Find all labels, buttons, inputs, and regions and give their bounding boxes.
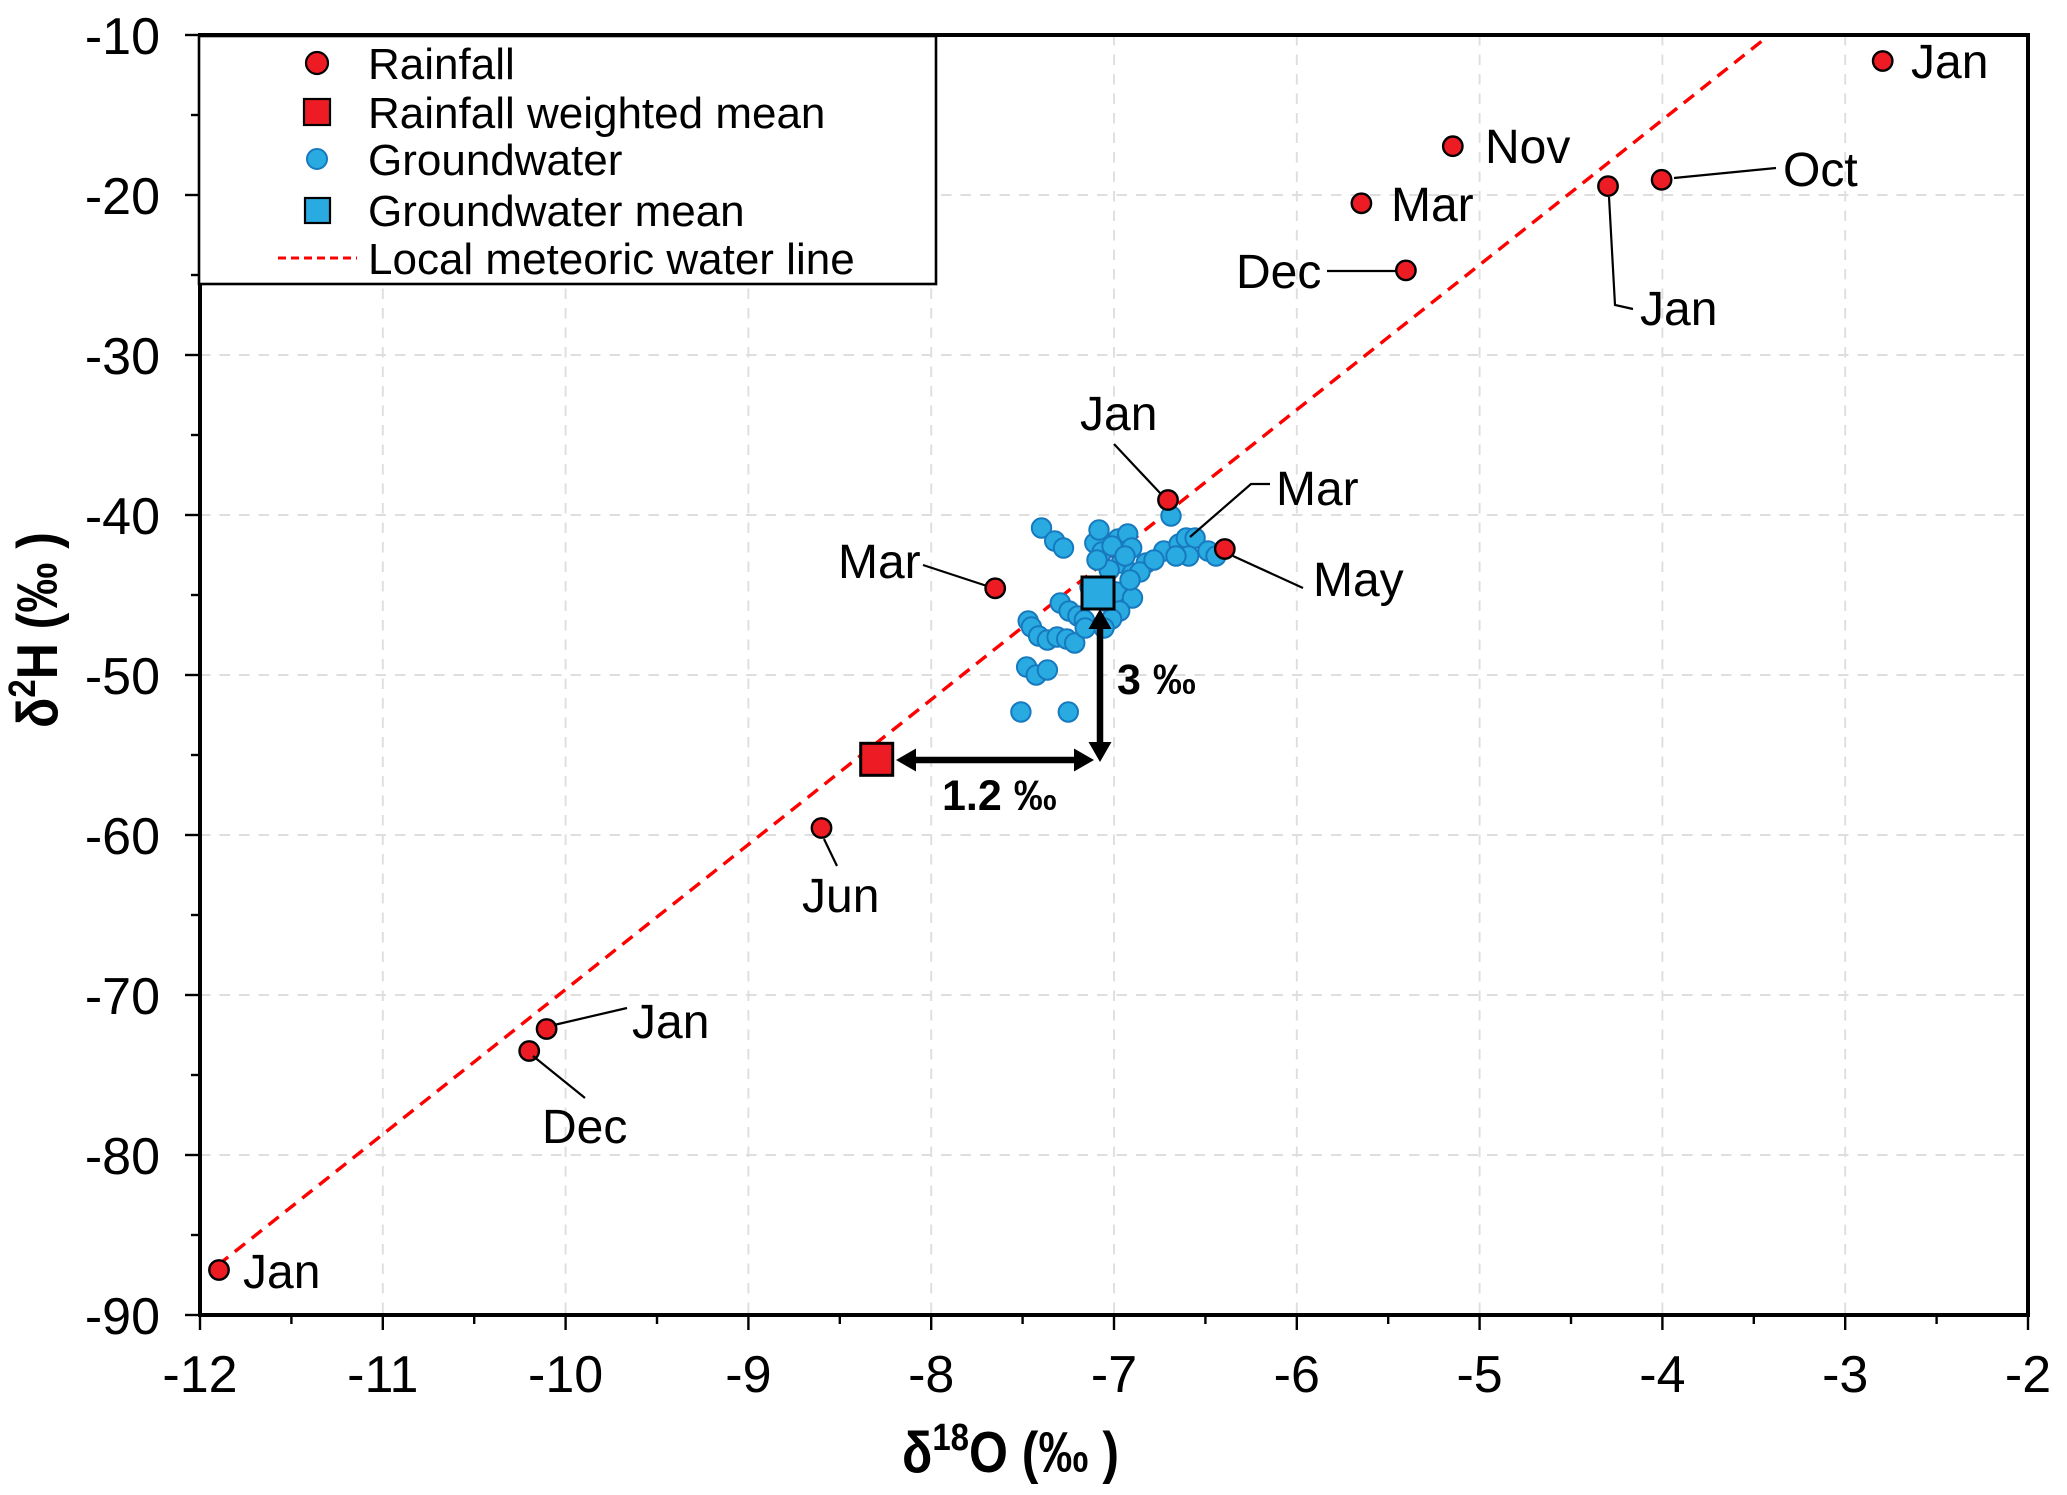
svg-text:-90: -90 xyxy=(85,1288,160,1346)
svg-text:-6: -6 xyxy=(1274,1346,1320,1404)
svg-text:Jan: Jan xyxy=(1640,283,1717,336)
svg-text:Groundwater mean: Groundwater mean xyxy=(368,187,745,236)
svg-text:Mar: Mar xyxy=(1276,463,1359,516)
svg-text:Nov: Nov xyxy=(1485,121,1570,174)
svg-text:1.2 ‰: 1.2 ‰ xyxy=(942,772,1057,820)
svg-text:δ18O (‰ ): δ18O (‰ ) xyxy=(902,1416,1119,1485)
svg-text:Rainfall weighted mean: Rainfall weighted mean xyxy=(368,89,825,138)
svg-text:-40: -40 xyxy=(85,488,160,546)
svg-text:-9: -9 xyxy=(725,1346,771,1404)
svg-text:-2: -2 xyxy=(2005,1346,2051,1404)
svg-text:Jan: Jan xyxy=(632,996,709,1049)
svg-text:-7: -7 xyxy=(1091,1346,1137,1404)
svg-text:-10: -10 xyxy=(528,1346,603,1404)
svg-text:-4: -4 xyxy=(1639,1346,1685,1404)
svg-text:-11: -11 xyxy=(347,1346,418,1404)
svg-text:Jan: Jan xyxy=(1080,388,1157,441)
svg-text:-20: -20 xyxy=(85,168,160,226)
svg-text:-70: -70 xyxy=(85,968,160,1026)
svg-text:-8: -8 xyxy=(908,1346,954,1404)
svg-text:-10: -10 xyxy=(85,8,160,66)
svg-text:Oct: Oct xyxy=(1783,144,1858,197)
svg-text:Dec: Dec xyxy=(542,1101,627,1154)
svg-text:Dec: Dec xyxy=(1236,246,1321,299)
svg-text:-3: -3 xyxy=(1822,1346,1868,1404)
svg-text:δ2H (‰ ): δ2H (‰ ) xyxy=(1,532,70,728)
svg-text:Jan: Jan xyxy=(1911,36,1988,89)
svg-text:-5: -5 xyxy=(1456,1346,1502,1404)
svg-text:Mar: Mar xyxy=(838,536,921,589)
svg-text:Jun: Jun xyxy=(802,870,879,923)
svg-text:Local meteoric water line: Local meteoric water line xyxy=(368,235,855,284)
svg-text:3 ‰: 3 ‰ xyxy=(1117,656,1196,704)
svg-text:May: May xyxy=(1313,554,1404,607)
svg-text:-12: -12 xyxy=(162,1346,237,1404)
svg-text:-80: -80 xyxy=(85,1128,160,1186)
svg-text:Jan: Jan xyxy=(243,1246,320,1299)
svg-text:Groundwater: Groundwater xyxy=(368,136,622,185)
svg-text:-60: -60 xyxy=(85,808,160,866)
svg-text:Mar: Mar xyxy=(1391,179,1474,232)
svg-text:-30: -30 xyxy=(85,328,160,386)
svg-text:Rainfall: Rainfall xyxy=(368,40,515,89)
svg-text:-50: -50 xyxy=(85,648,160,706)
